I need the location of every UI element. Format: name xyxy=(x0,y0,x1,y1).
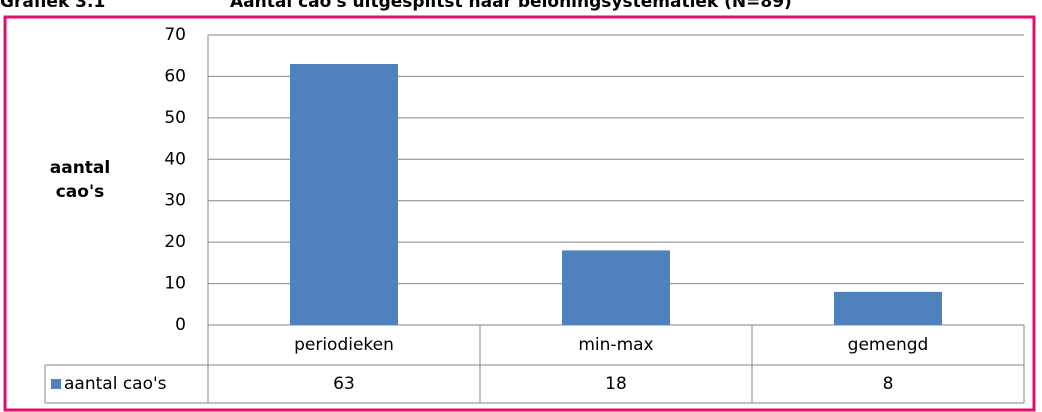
legend-swatch xyxy=(51,379,61,389)
x-tick-label: periodieken xyxy=(294,335,394,355)
table-value: 63 xyxy=(333,374,355,394)
y-axis-label: aantal xyxy=(50,158,110,178)
y-tick-label: 20 xyxy=(164,232,186,252)
y-tick-label: 0 xyxy=(175,315,186,335)
chart-label: Grafiek 3.1 xyxy=(0,0,105,12)
y-tick-label: 70 xyxy=(164,25,186,45)
y-tick-label: 60 xyxy=(164,66,186,86)
bar xyxy=(834,291,942,325)
chart-title: Aantal cao's uitgesplitst naar belonings… xyxy=(230,0,792,12)
table-value: 18 xyxy=(605,374,627,394)
bar xyxy=(562,250,670,325)
table-value: 8 xyxy=(883,374,894,394)
bar xyxy=(290,64,398,325)
y-axis-label: cao's xyxy=(56,182,105,202)
y-tick-label: 40 xyxy=(164,149,186,169)
y-tick-label: 30 xyxy=(164,191,186,211)
y-tick-label: 50 xyxy=(164,108,186,128)
frame xyxy=(3,15,1036,412)
x-tick-label: min-max xyxy=(578,335,653,355)
x-tick-label: gemengd xyxy=(848,335,929,355)
y-tick-label: 10 xyxy=(164,274,186,294)
legend-label: aantal cao's xyxy=(64,374,167,394)
